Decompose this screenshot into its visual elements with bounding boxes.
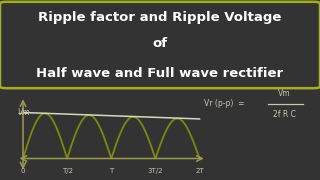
Text: 3T/2: 3T/2 <box>148 168 163 174</box>
Text: Vm: Vm <box>17 108 30 117</box>
Text: 0: 0 <box>21 168 25 174</box>
Text: Vr (p-p)  =: Vr (p-p) = <box>204 99 244 108</box>
Text: T/2: T/2 <box>62 168 73 174</box>
Text: 2f R C: 2f R C <box>273 110 296 119</box>
Text: Ripple factor and Ripple Voltage: Ripple factor and Ripple Voltage <box>38 12 282 24</box>
Text: 2T: 2T <box>195 168 204 174</box>
FancyBboxPatch shape <box>0 2 320 88</box>
Text: of: of <box>152 37 168 50</box>
Text: Vm: Vm <box>278 89 291 98</box>
Text: T: T <box>109 168 113 174</box>
Text: Half wave and Full wave rectifier: Half wave and Full wave rectifier <box>36 67 284 80</box>
